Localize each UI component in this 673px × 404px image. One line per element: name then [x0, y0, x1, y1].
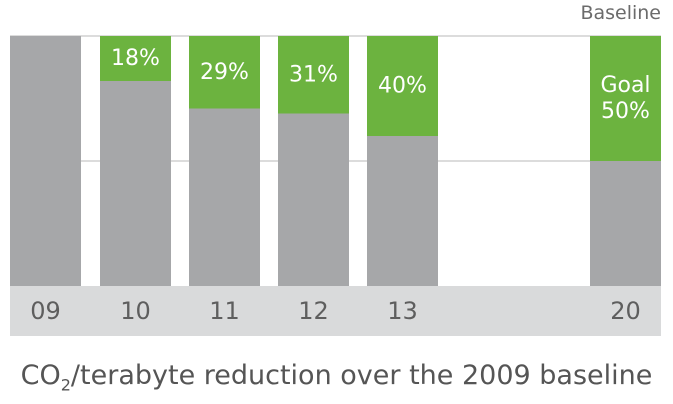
x-tick-09: 09	[30, 297, 61, 325]
bar-remaining-09	[10, 36, 81, 286]
x-tick-10: 10	[120, 297, 151, 325]
bar-label-13: 40%	[378, 74, 427, 99]
caption-pre: CO	[20, 360, 61, 391]
bar-label-20-line1: Goal	[600, 73, 650, 98]
baseline-label: Baseline	[580, 2, 661, 24]
bar-reduction-20	[590, 36, 661, 161]
x-tick-11: 11	[209, 297, 240, 325]
bar-remaining-20	[590, 161, 661, 286]
bar-label-12: 31%	[289, 62, 338, 87]
x-tick-13: 13	[387, 297, 418, 325]
bar-reduction-12	[278, 36, 349, 114]
x-axis-band	[10, 286, 661, 336]
bar-remaining-12	[278, 113, 349, 286]
bar-label-10: 18%	[111, 46, 160, 71]
chart-caption: CO2/terabyte reduction over the 2009 bas…	[0, 360, 673, 394]
bar-reduction-13	[367, 36, 438, 136]
x-tick-12: 12	[298, 297, 329, 325]
bar-remaining-13	[367, 136, 438, 286]
bar-label-11: 29%	[200, 60, 249, 85]
bar-label-20-line2: 50%	[601, 99, 650, 124]
bar-remaining-10	[100, 81, 171, 286]
caption-post: /terabyte reduction over the 2009 baseli…	[70, 360, 653, 391]
x-tick-20: 20	[610, 297, 641, 325]
bar-reduction-10	[100, 36, 171, 81]
bar-reduction-11	[189, 36, 260, 109]
caption-subscript: 2	[60, 375, 71, 395]
bar-remaining-11	[189, 108, 260, 286]
